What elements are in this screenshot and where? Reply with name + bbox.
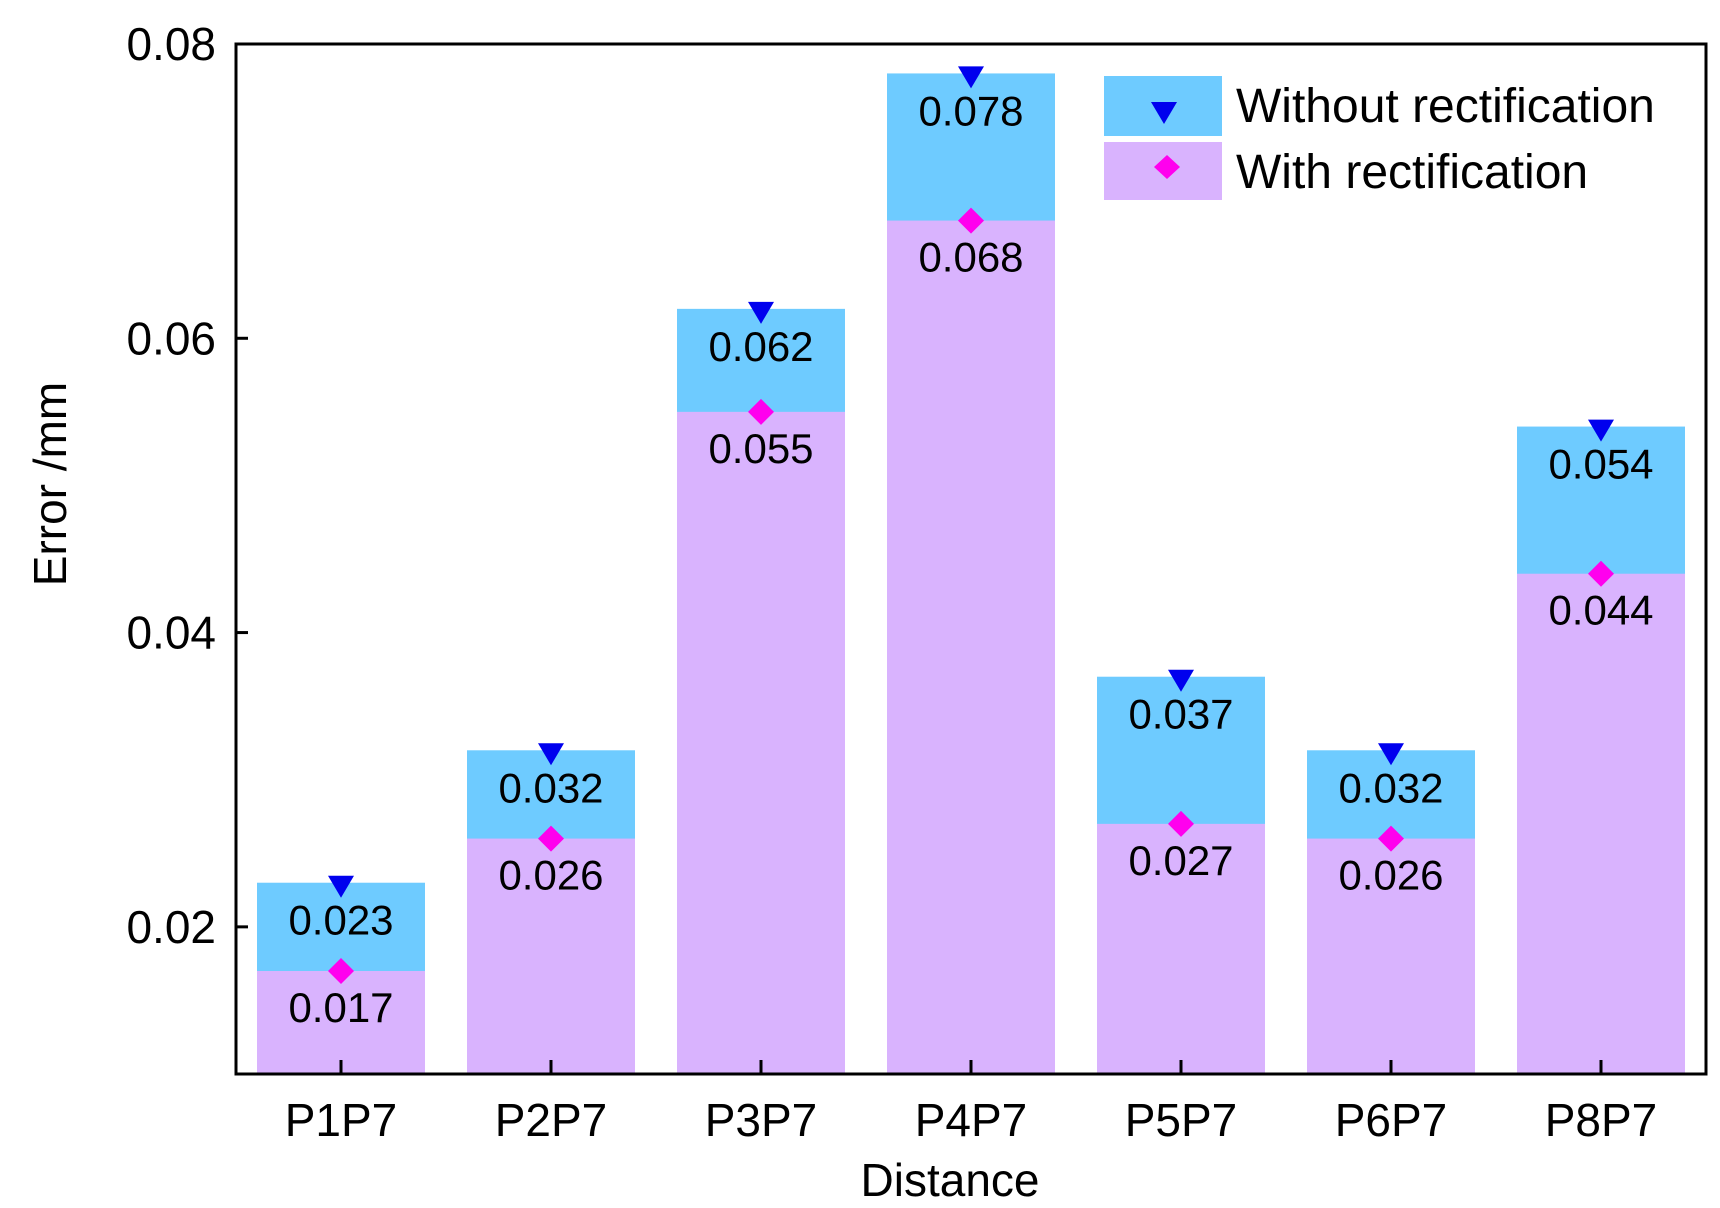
data-label-without-rectification-P5P7: 0.037 [1128, 691, 1233, 738]
data-label-with-rectification-P3P7: 0.055 [708, 425, 813, 472]
markers-group [328, 66, 1614, 984]
marker-diamond-P5P7 [1168, 810, 1194, 837]
x-tick-label-P2P7: P2P7 [495, 1094, 608, 1146]
legend-marker-diamond-icon [1154, 155, 1180, 179]
x-axis-title: Distance [861, 1154, 1040, 1206]
y-tick-label-0.06: 0.06 [126, 312, 216, 364]
marker-triangle-down-P1P7 [328, 875, 354, 898]
y-tick-label-0.08: 0.08 [126, 18, 216, 70]
bar-with-rectification-P4P7 [887, 220, 1055, 1075]
data-label-without-rectification-P6P7: 0.032 [1338, 764, 1443, 811]
x-tick-label-P5P7: P5P7 [1125, 1094, 1238, 1146]
x-tick-label-P1P7: P1P7 [285, 1094, 398, 1146]
data-label-with-rectification-P5P7: 0.027 [1128, 837, 1233, 884]
data-label-with-rectification-P4P7: 0.068 [918, 234, 1023, 281]
y-axis-title: Error /mm [24, 382, 76, 586]
data-label-without-rectification-P3P7: 0.062 [708, 323, 813, 370]
data-label-without-rectification-P8P7: 0.054 [1548, 441, 1653, 488]
marker-diamond-P4P7 [958, 207, 984, 234]
legend: Without rectification With rectification [1104, 76, 1655, 200]
data-label-without-rectification-P1P7: 0.023 [288, 897, 393, 944]
marker-diamond-P8P7 [1588, 560, 1614, 587]
marker-diamond-P1P7 [328, 958, 354, 984]
marker-triangle-down-P3P7 [748, 301, 774, 324]
legend-label-with-rectification: With rectification [1236, 146, 1588, 199]
marker-triangle-down-P2P7 [538, 743, 564, 766]
x-tick-label-P4P7: P4P7 [915, 1094, 1028, 1146]
bar-with-rectification-P2P7 [467, 838, 635, 1074]
bar-with-rectification-P3P7 [677, 411, 845, 1074]
y-axis: 0.02 0.04 0.06 0.08 [126, 18, 248, 953]
data-labels-group: 0.023 0.017 0.032 0.026 0.062 0.055 0.078 0.068… [288, 87, 1653, 1031]
x-axis: P1P7 P2P7 P3P7 P4P7 P5P7 P6P7 P8P7 [285, 1060, 1658, 1146]
x-tick-label-P8P7: P8P7 [1545, 1094, 1658, 1146]
bar-with-rectification-P5P7 [1097, 823, 1265, 1074]
marker-triangle-down-P5P7 [1168, 669, 1194, 692]
bar-with-rectification-P1P7 [257, 971, 425, 1074]
bar-with-rectification-P6P7 [1307, 838, 1475, 1074]
data-label-with-rectification-P6P7: 0.026 [1338, 852, 1443, 899]
marker-triangle-down-P6P7 [1378, 743, 1404, 766]
data-label-with-rectification-P8P7: 0.044 [1548, 587, 1653, 634]
legend-label-without-rectification: Without rectification [1236, 80, 1655, 133]
bar-with-rectification-P8P7 [1517, 573, 1685, 1074]
data-label-with-rectification-P1P7: 0.017 [288, 984, 393, 1031]
data-label-without-rectification-P2P7: 0.032 [498, 764, 603, 811]
data-label-with-rectification-P2P7: 0.026 [498, 852, 603, 899]
marker-triangle-down-P8P7 [1588, 419, 1614, 442]
y-tick-label-0.04: 0.04 [126, 607, 216, 659]
x-tick-label-P6P7: P6P7 [1335, 1094, 1448, 1146]
marker-diamond-P6P7 [1378, 825, 1404, 852]
marker-diamond-P2P7 [538, 825, 564, 852]
x-tick-label-P3P7: P3P7 [705, 1094, 818, 1146]
bars-group [257, 73, 1685, 1075]
data-label-without-rectification-P4P7: 0.078 [918, 87, 1023, 134]
marker-diamond-P3P7 [748, 398, 774, 425]
marker-triangle-down-P4P7 [958, 66, 984, 89]
y-tick-label-0.02: 0.02 [126, 901, 216, 953]
legend-marker-triangle-down-icon [1151, 102, 1177, 124]
